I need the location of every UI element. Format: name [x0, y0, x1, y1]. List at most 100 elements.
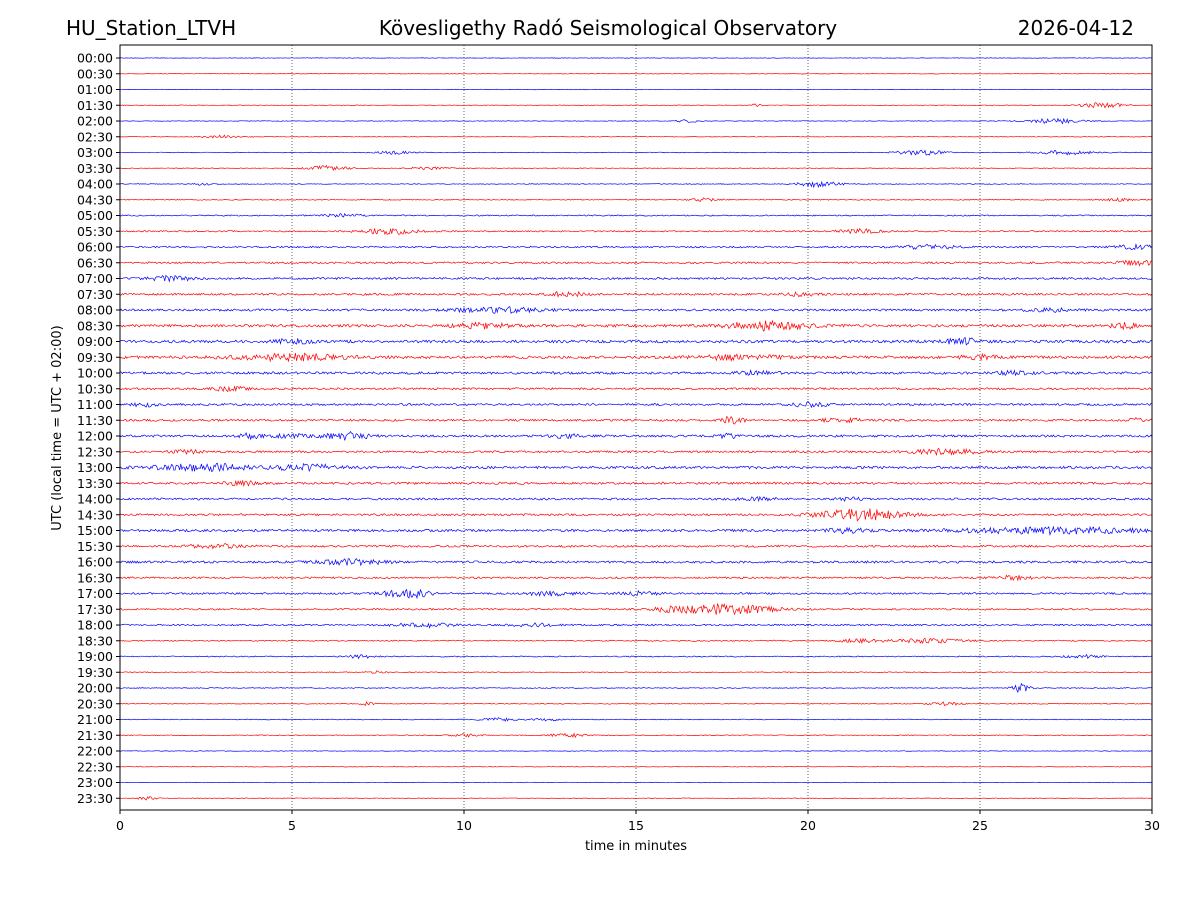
trace-1230: [119, 447, 1153, 457]
y-tick-label: 18:00: [77, 618, 113, 633]
trace-0100: [119, 88, 1153, 91]
x-tick-label: 20: [800, 818, 816, 833]
x-tick-label: 5: [288, 818, 296, 833]
y-tick-label: 00:00: [77, 51, 113, 66]
trace-1030: [119, 385, 1153, 393]
trace-1530: [119, 543, 1153, 550]
trace-2030: [119, 701, 1153, 707]
trace-0500: [119, 212, 1153, 218]
y-tick-label: 18:30: [77, 633, 113, 648]
y-tick-label: 08:30: [77, 318, 113, 333]
trace-2330: [119, 796, 1153, 801]
y-tick-label: 19:00: [77, 649, 113, 664]
y-tick-label: 15:30: [77, 539, 113, 554]
trace-2200: [119, 750, 1153, 752]
y-tick-label: 03:00: [77, 145, 113, 160]
y-tick-label: 07:30: [77, 287, 113, 302]
y-tick-label: 14:00: [77, 492, 113, 507]
trace-0300: [119, 149, 1153, 156]
trace-1200: [119, 430, 1153, 441]
trace-0800: [119, 306, 1153, 314]
y-tick-label: 13:00: [77, 460, 113, 475]
y-tick-label: 05:00: [77, 208, 113, 223]
y-tick-label: 04:30: [77, 192, 113, 207]
trace-0830: [119, 319, 1153, 332]
y-tick-label: 16:00: [77, 555, 113, 570]
y-tick-label: 02:30: [77, 129, 113, 144]
y-tick-label: 12:00: [77, 429, 113, 444]
y-axis-label: UTC (local time = UTC + 02:00): [50, 325, 65, 530]
plot-area: [120, 45, 1152, 810]
trace-0030: [119, 73, 1153, 75]
y-tick-label: 07:00: [77, 271, 113, 286]
y-tick-label: 16:30: [77, 570, 113, 585]
y-tick-label: 22:30: [77, 759, 113, 774]
trace-0130: [119, 102, 1153, 109]
trace-0000: [120, 57, 1153, 59]
trace-1630: [119, 574, 1153, 582]
trace-0530: [119, 227, 1153, 236]
trace-1700: [119, 588, 1153, 600]
y-tick-label: 12:30: [77, 444, 113, 459]
y-tick-label: 01:00: [77, 82, 113, 97]
y-tick-label: 04:00: [77, 177, 113, 192]
y-tick-label: 15:00: [77, 523, 113, 538]
y-tick-label: 23:30: [77, 791, 113, 806]
y-tick-label: 09:30: [77, 350, 113, 365]
y-tick-label: 03:30: [77, 161, 113, 176]
station-name: HU_Station_LTVH: [66, 16, 236, 40]
trace-2300: [119, 781, 1153, 784]
y-tick-label: 20:00: [77, 681, 113, 696]
trace-0230: [119, 134, 1153, 139]
x-tick-label: 15: [628, 818, 644, 833]
y-tick-label: 02:00: [77, 114, 113, 129]
trace-2100: [119, 717, 1153, 722]
x-tick-label: 10: [456, 818, 472, 833]
trace-1600: [119, 558, 1153, 567]
y-tick-label: 19:30: [77, 665, 113, 680]
y-tick-label: 11:00: [77, 397, 113, 412]
y-tick-label: 11:30: [77, 413, 113, 428]
y-tick-label: 05:30: [77, 224, 113, 239]
y-tick-label: 00:30: [77, 66, 113, 81]
x-tick-label: 0: [116, 818, 124, 833]
y-tick-label: 21:00: [77, 712, 113, 727]
y-tick-label: 10:00: [77, 366, 113, 381]
trace-0600: [119, 243, 1153, 251]
x-axis-label: time in minutes: [585, 839, 687, 854]
y-tick-label: 17:30: [77, 602, 113, 617]
x-tick-label: 30: [1144, 818, 1160, 833]
trace-0730: [120, 290, 1153, 298]
y-tick-label: 06:00: [77, 240, 113, 255]
y-tick-label: 08:00: [77, 303, 113, 318]
trace-1330: [119, 479, 1153, 488]
y-tick-label: 10:30: [77, 381, 113, 396]
trace-1800: [119, 622, 1153, 629]
y-tick-label: 17:00: [77, 586, 113, 601]
trace-2230: [119, 766, 1153, 768]
trace-1430: [119, 508, 1153, 522]
chart-title: Kövesligethy Radó Seismological Observat…: [379, 16, 837, 40]
trace-0200: [119, 117, 1153, 125]
trace-0400: [119, 180, 1153, 189]
trace-1400: [119, 495, 1153, 503]
trace-1300: [119, 462, 1153, 473]
y-tick-label: 21:30: [77, 728, 113, 743]
y-tick-label: 09:00: [77, 334, 113, 349]
trace-1900: [119, 653, 1153, 660]
trace-0930: [119, 352, 1153, 363]
trace-0430: [119, 197, 1153, 202]
x-axis-ticks: 0 5 10 15 20 25 30: [116, 810, 1160, 833]
trace-rows: [119, 57, 1153, 801]
trace-1100: [119, 400, 1153, 409]
y-tick-label: 22:00: [77, 744, 113, 759]
trace-1000: [119, 369, 1153, 377]
trace-1130: [119, 416, 1153, 425]
trace-2130: [119, 732, 1153, 739]
y-tick-label: 06:30: [77, 255, 113, 270]
y-tick-label: 13:30: [77, 476, 113, 491]
trace-1500: [119, 525, 1153, 536]
y-axis-ticks: 00:0000:3001:0001:3002:0002:3003:0003:30…: [77, 51, 120, 806]
y-tick-label: 14:30: [77, 507, 113, 522]
trace-0700: [119, 274, 1153, 283]
